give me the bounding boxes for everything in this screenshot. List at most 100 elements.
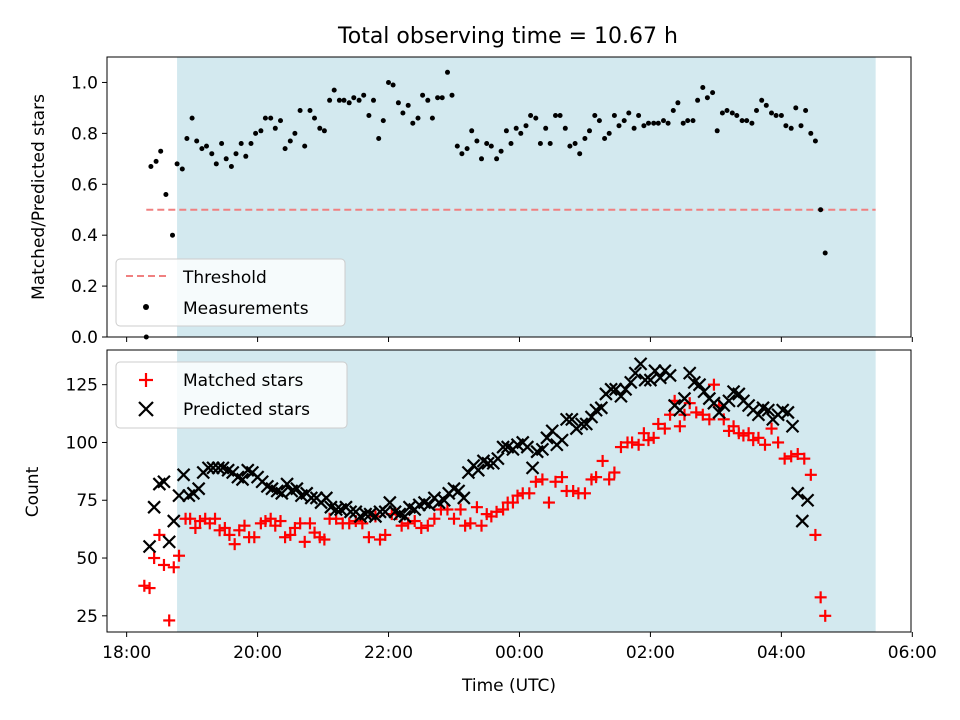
matched-point — [228, 538, 241, 551]
measurement-point — [773, 113, 779, 118]
matched-point — [138, 579, 151, 592]
measurement-point — [626, 110, 632, 116]
matched-point — [248, 531, 261, 544]
top-plot-frame — [106, 56, 912, 338]
bottom-y-axis-label: Count — [23, 466, 43, 517]
measurement-point — [719, 110, 725, 116]
matched-point — [454, 503, 467, 516]
matched-point — [804, 468, 817, 481]
predicted-point — [304, 491, 319, 505]
matched-point — [523, 487, 536, 500]
predicted-point — [211, 461, 226, 475]
x-tick-label: 20:00 — [233, 643, 282, 663]
measurements-legend-label: Measurements — [183, 299, 309, 319]
top-y-tick-label: 0.2 — [71, 277, 98, 297]
measurement-point — [602, 136, 608, 141]
measurements-legend-swatch — [143, 304, 149, 310]
measurement-point — [690, 118, 696, 124]
predicted-point — [481, 456, 495, 471]
measurement-point — [710, 90, 716, 96]
measurement-point — [307, 108, 313, 113]
measurement-point — [371, 97, 376, 103]
measurement-point — [724, 108, 730, 113]
measurement-point — [435, 95, 441, 101]
matched-point — [765, 422, 778, 435]
predicted-legend-swatch — [138, 401, 154, 417]
matched-point — [578, 487, 591, 500]
predicted-point — [398, 509, 412, 524]
x-tick-label: 04:00 — [757, 643, 806, 663]
matched-point — [428, 512, 441, 525]
measurement-point — [587, 128, 592, 134]
predicted-point — [790, 486, 805, 501]
predicted-point — [206, 461, 220, 475]
measurement-point — [808, 130, 814, 136]
matched-point — [549, 475, 562, 488]
matched-point — [742, 427, 755, 440]
predicted-point — [162, 535, 176, 549]
measurement-point — [238, 141, 244, 146]
predicted-point — [604, 382, 618, 397]
measurement-point — [474, 138, 480, 144]
predicted-point — [608, 382, 623, 397]
matched-point — [303, 517, 316, 530]
measurement-point — [336, 97, 342, 103]
matched-point — [647, 431, 660, 444]
top-y-tick-label: 1.0 — [71, 73, 98, 93]
matched-point — [264, 512, 277, 525]
bottom-y-tick-label: 50 — [76, 549, 98, 569]
matched-point — [798, 452, 811, 465]
measurement-point — [233, 151, 239, 157]
matched-point — [223, 528, 236, 541]
measurement-point — [248, 141, 254, 146]
measurement-point — [425, 97, 431, 103]
matched-point — [395, 519, 408, 532]
matched-point — [785, 450, 798, 463]
measurement-point — [213, 161, 219, 167]
measurement-point — [582, 136, 588, 141]
measurement-point — [317, 125, 323, 131]
predicted-point — [343, 505, 358, 519]
predicted-point — [624, 375, 638, 390]
measurement-point — [331, 87, 337, 93]
measurement-point — [415, 115, 421, 121]
matched-point — [193, 515, 206, 528]
measurement-point — [513, 125, 519, 131]
predicted-point — [712, 405, 726, 420]
measurement-point — [508, 141, 514, 146]
measurement-point — [744, 118, 750, 124]
measurement-point — [577, 151, 583, 157]
predicted-point — [677, 391, 692, 406]
measurement-point — [759, 97, 765, 103]
measurement-point — [685, 118, 691, 124]
measurement-point — [675, 100, 681, 106]
measurement-point — [321, 128, 327, 134]
threshold-legend-label: Threshold — [182, 268, 267, 288]
matched-point — [814, 591, 827, 604]
matched-point — [658, 422, 671, 435]
top-legend-box — [115, 258, 346, 327]
predicted-point — [555, 433, 569, 447]
measurement-point — [469, 128, 475, 134]
matched-point — [596, 454, 609, 467]
predicted-point — [697, 384, 711, 399]
measurement-point — [749, 120, 755, 126]
predicted-point — [628, 366, 643, 380]
measurement-point — [503, 128, 509, 134]
matched-point — [490, 505, 503, 518]
matched-point — [652, 417, 665, 430]
measurement-point — [292, 130, 298, 136]
matched-point — [758, 438, 771, 451]
measurements-points — [143, 69, 828, 340]
measurement-point — [454, 143, 460, 149]
predicted-point — [579, 417, 594, 431]
predicted-point — [565, 412, 579, 427]
measurement-point — [793, 105, 799, 111]
matched-point — [590, 471, 603, 484]
measurement-point — [498, 148, 504, 154]
matched-point — [727, 420, 740, 433]
measurement-point — [655, 120, 661, 126]
measurement-point — [739, 118, 745, 124]
matched-point — [778, 452, 791, 465]
measurement-point — [219, 141, 225, 146]
